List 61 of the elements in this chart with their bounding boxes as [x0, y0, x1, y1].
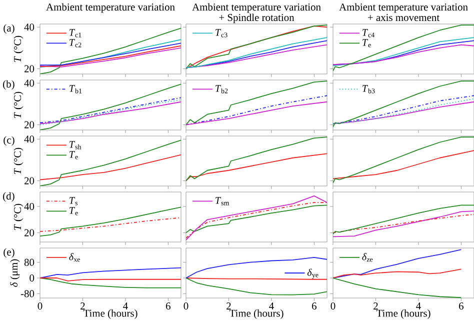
x-tick-label: 2	[226, 302, 231, 310]
x-axis-title: Time (hours)	[229, 309, 284, 319]
x-tick-label: 6	[312, 302, 316, 310]
legend-label: δ$_{xe}$	[69, 253, 80, 262]
legend-label: T$_{sm}$	[216, 197, 230, 206]
line-series	[40, 84, 181, 130]
chart-title: Ambient temperature variation	[46, 3, 175, 13]
x-axis-title: Time (hours)	[83, 309, 138, 319]
y-tick-label: 40	[24, 202, 34, 210]
legend-label: T$_{b1}$	[70, 85, 82, 94]
line-series	[40, 28, 181, 74]
legend-label: T$_{c2}$	[70, 39, 82, 48]
line-series	[40, 140, 181, 186]
legend-label: T$_{c4}$	[362, 29, 375, 38]
y-tick-label: 20	[24, 229, 34, 236]
legend-label: T$_{e}$	[70, 151, 78, 160]
y-axis-title: T (°C)	[14, 148, 24, 174]
x-tick-label: 0	[184, 302, 188, 310]
legend-label: T$_{b3}$	[362, 85, 375, 94]
y-tick-label: 0	[30, 274, 34, 282]
x-axis-title: Time (hours)	[376, 309, 430, 319]
y-axis-title: T (°C)	[14, 204, 24, 230]
x-tick-label: 4	[123, 302, 128, 310]
y-tick-label: -80	[20, 290, 34, 298]
x-tick-label: 4	[269, 302, 274, 310]
x-tick-label: 0	[330, 302, 336, 310]
chart-title: Ambient temperature variation	[192, 3, 321, 13]
legend-label: δ$_{ye}$	[307, 268, 318, 279]
y-tick-label: 20	[24, 177, 34, 184]
y-tick-label: 40	[24, 136, 34, 143]
y-tick-label: 40	[24, 24, 34, 31]
x-tick-label: 2	[374, 302, 378, 310]
text: (a)	[4, 24, 14, 34]
y-axis-title: T (°C)	[14, 36, 24, 62]
x-tick-label: 0	[38, 302, 42, 310]
y-tick-label: 80	[24, 258, 34, 266]
legend-label: T$_{sh}$	[70, 141, 82, 150]
legend-label: δ$_{ze}$	[362, 253, 373, 262]
legend-label: T$_{s}$	[70, 197, 78, 206]
text: (b)	[3, 80, 14, 90]
y-tick-label: 20	[24, 65, 34, 72]
chart-subtitle: + axis movement	[368, 14, 440, 22]
legend-label: T$_{e}$	[70, 207, 78, 216]
y-axis-title: T (°C)	[14, 92, 24, 118]
text: (d)	[3, 192, 14, 202]
line-series	[40, 278, 181, 288]
x-tick-label: 6	[166, 302, 170, 310]
x-tick-label: 6	[459, 302, 464, 310]
text: (c)	[4, 136, 14, 146]
chart-title: Ambient temperature variation	[339, 3, 468, 13]
x-tick-label: 4	[416, 302, 421, 310]
legend-label: T$_{e}$	[362, 39, 371, 48]
y-tick-label: 40	[24, 80, 34, 87]
y-axis-title: δ (μm)	[10, 259, 20, 287]
legend-label: T$_{b2}$	[216, 85, 228, 94]
chart-subtitle: + Spindle rotation	[219, 14, 294, 24]
text: (e)	[4, 248, 14, 258]
x-tick-label: 2	[80, 302, 85, 310]
y-tick-label: 20	[24, 121, 34, 128]
legend-label: T$_{c1}$	[70, 29, 82, 38]
legend-label: T$_{c3}$	[216, 29, 228, 38]
